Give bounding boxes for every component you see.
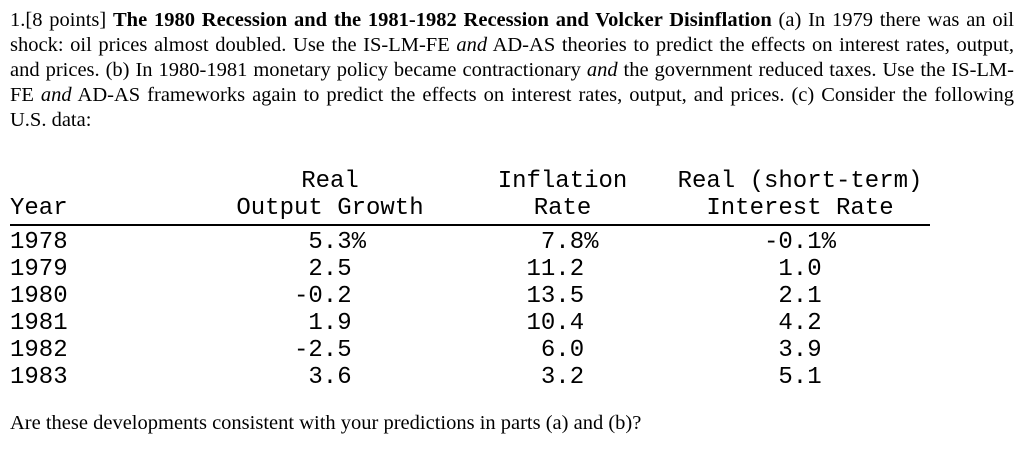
- cell-output-growth: 2.5: [293, 256, 366, 283]
- us-data-table: Real Inflation Real (short-term) Year Ou…: [10, 168, 930, 391]
- cell-inflation-rate: 13.5: [526, 283, 599, 310]
- table-header: Real Inflation Real (short-term) Year Ou…: [10, 168, 930, 226]
- cell-year: 1982: [10, 337, 68, 364]
- header-interest-line2: Interest Rate: [706, 195, 894, 222]
- question-part-b-cont: the government reduced taxes. Use the IS…: [10, 59, 1014, 106]
- table-row: 1979 2.5 11.2 1.0: [10, 256, 930, 283]
- cell-output-growth: -2.5: [293, 337, 366, 364]
- table-header-row-2: Year Output Growth Rate Interest Rate: [10, 195, 930, 222]
- cell-real-interest-rate: 4.2: [763, 310, 836, 337]
- header-year-spacer: [10, 168, 205, 195]
- cell-year: 1980: [10, 283, 68, 310]
- closing-question: Are these developments consistent with y…: [10, 412, 642, 434]
- cell-real-interest-rate: -0.1%: [763, 229, 836, 256]
- table-body: 1978 5.3% 7.8% -0.1% 1979 2.5 11.2 1.0 1…: [10, 226, 930, 391]
- cell-year: 1983: [10, 364, 68, 391]
- cell-output-growth: 1.9: [293, 310, 366, 337]
- table-row: 1982 -2.5 6.0 3.9: [10, 337, 930, 364]
- question-part-c: AD-AS frameworks again to predict the ef…: [10, 84, 1014, 131]
- cell-real-interest-rate: 2.1: [763, 283, 836, 310]
- question-paragraph: 1.[8 points] The 1980 Recession and the …: [10, 8, 1014, 133]
- header-output-growth-line2: Output Growth: [236, 195, 424, 222]
- table-row: 1980 -0.2 13.5 2.1: [10, 283, 930, 310]
- question-number: 1.[8 points]: [10, 9, 113, 31]
- cell-year: 1978: [10, 229, 68, 256]
- question-part-a: (a) In 1979 there was an oil shock: oil …: [10, 9, 1014, 56]
- cell-output-growth: -0.2: [293, 283, 366, 310]
- header-interest-line1: Real (short-term): [677, 168, 923, 195]
- header-inflation-line1: Inflation: [497, 168, 628, 195]
- cell-real-interest-rate: 5.1: [763, 364, 836, 391]
- emphasis-and-3: and: [40, 84, 72, 106]
- cell-real-interest-rate: 3.9: [763, 337, 836, 364]
- table-header-row-1: Real Inflation Real (short-term): [10, 168, 930, 195]
- cell-real-interest-rate: 1.0: [763, 256, 836, 283]
- cell-inflation-rate: 10.4: [526, 310, 599, 337]
- cell-output-growth: 5.3%: [293, 229, 366, 256]
- header-output-growth-line1: Real: [301, 168, 359, 195]
- question-title: The 1980 Recession and the 1981-1982 Rec…: [113, 9, 772, 31]
- emphasis-and-1: and: [456, 34, 488, 56]
- header-year: Year: [10, 195, 68, 222]
- table-row: 1981 1.9 10.4 4.2: [10, 310, 930, 337]
- cell-inflation-rate: 7.8%: [526, 229, 599, 256]
- emphasis-and-2: and: [586, 59, 618, 81]
- question-part-b: AD-AS theories to predict the effects on…: [10, 34, 1014, 81]
- cell-year: 1981: [10, 310, 68, 337]
- cell-inflation-rate: 6.0: [526, 337, 599, 364]
- cell-year: 1979: [10, 256, 68, 283]
- cell-inflation-rate: 3.2: [526, 364, 599, 391]
- table-row: 1978 5.3% 7.8% -0.1%: [10, 229, 930, 256]
- table-row: 1983 3.6 3.2 5.1: [10, 364, 930, 391]
- cell-inflation-rate: 11.2: [526, 256, 599, 283]
- cell-output-growth: 3.6: [293, 364, 366, 391]
- header-inflation-line2: Rate: [533, 195, 592, 222]
